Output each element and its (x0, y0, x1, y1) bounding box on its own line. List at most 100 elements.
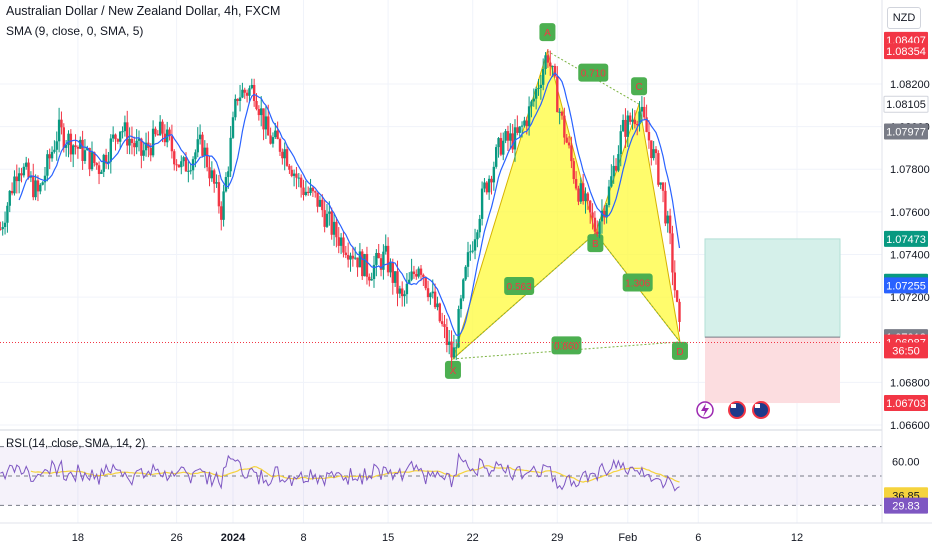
candle-body (570, 145, 573, 162)
candle-body (20, 173, 23, 176)
candle-body (525, 120, 528, 127)
flag-canton-icon (731, 404, 736, 408)
candle-body (100, 171, 103, 174)
candle-body (62, 127, 65, 148)
candle-body (170, 136, 174, 152)
candle-body (215, 182, 218, 184)
candle-body (288, 165, 291, 170)
time-tick-label: 26 (170, 532, 182, 544)
point-label-d-text: D (676, 347, 683, 358)
candle-body (382, 251, 385, 270)
candle-body (520, 125, 524, 127)
candle-body (668, 215, 672, 234)
candle-body (633, 119, 637, 125)
candle-body (650, 140, 653, 159)
price-axis[interactable]: 1.082001.080001.078001.076001.074001.072… (881, 0, 932, 550)
candle-body (643, 106, 646, 118)
candle-body (88, 147, 91, 170)
candle-body (534, 89, 538, 99)
candle-body (50, 151, 54, 159)
sma-legend[interactable]: SMA (9, close, 0, SMA, 5) (6, 24, 144, 38)
candle-body (457, 309, 460, 348)
candle-body (440, 321, 444, 325)
candle-body (278, 139, 282, 152)
candle-body (10, 190, 14, 194)
candle-body (255, 100, 258, 110)
lightning-bolt-icon (701, 403, 709, 417)
candle-body (236, 98, 239, 101)
candle-body (295, 173, 298, 178)
candle-body (422, 274, 425, 278)
flag-canton-icon (755, 404, 760, 408)
ratio-label-xd-text: 0.860 (554, 341, 579, 352)
ratio-label-ac: 0.710 (578, 63, 609, 82)
candle-body (405, 283, 409, 295)
candle-body (621, 119, 625, 132)
candle-body (574, 179, 578, 189)
candle-body (210, 170, 214, 179)
stop-loss-zone (705, 337, 840, 404)
candle-body (156, 134, 159, 136)
candle-body (542, 68, 545, 85)
currency-button[interactable]: NZD (887, 7, 921, 29)
candle-body (74, 145, 77, 147)
candle-body (567, 142, 571, 146)
candle-body (539, 84, 543, 88)
candle-body (231, 117, 235, 138)
point-label-x: X (444, 360, 461, 379)
candle-body (591, 212, 594, 218)
price-tick-label: 1.06600 (890, 420, 930, 432)
candle-body (361, 251, 364, 277)
event-markers[interactable] (696, 401, 770, 419)
candle-body (323, 210, 326, 227)
candle-body (149, 147, 152, 156)
candle-body (551, 65, 554, 67)
candle-body (90, 152, 94, 170)
time-axis[interactable]: 18 26 2024 8 15 22 29 Feb 6 12 (0, 522, 932, 550)
candle-body (72, 145, 75, 155)
candle-body (351, 255, 355, 259)
candle-body (393, 271, 397, 283)
price-label-bg (884, 43, 928, 60)
candle-body (250, 84, 253, 89)
candle-body (262, 108, 265, 130)
take-profit-zone (704, 238, 841, 338)
candle-body (342, 237, 345, 253)
candle-body (311, 187, 315, 192)
candle-body (546, 55, 550, 63)
candle-body (227, 171, 230, 178)
candle-body (299, 177, 303, 188)
candle-body (213, 170, 216, 184)
sma-polyline (18, 72, 681, 337)
time-tick-label: 22 (467, 532, 479, 544)
candle-body (452, 347, 456, 358)
candle-body (492, 166, 496, 183)
candle-body (245, 92, 249, 96)
candle-body (631, 119, 634, 122)
candle-body (549, 62, 552, 67)
ratio-label-xd: 0.860 (551, 336, 582, 355)
candle-body (464, 266, 467, 280)
rsi-legend[interactable]: RSI (14, close, SMA, 14, 2) (6, 438, 146, 450)
candle-body (363, 254, 366, 277)
candle-body (93, 152, 96, 163)
candle-body (610, 176, 613, 187)
candle-body (584, 193, 587, 202)
candle-body (598, 221, 601, 235)
price-tick-label: 1.06800 (890, 377, 930, 389)
ratio-label-xb: 0.563 (504, 277, 535, 296)
candle-body (560, 111, 564, 116)
candle-body (307, 191, 310, 193)
point-label-b: B (587, 234, 604, 253)
candle-body (17, 173, 21, 182)
candle-body (391, 262, 394, 283)
price-label-bg (884, 395, 928, 412)
position-zones[interactable] (704, 238, 841, 404)
price-label-text: 1.07473 (886, 234, 926, 246)
candle-body (565, 137, 568, 143)
candle-body (593, 217, 597, 232)
candle-body (487, 178, 491, 193)
candle-body (596, 231, 599, 235)
candle-body (201, 134, 204, 156)
